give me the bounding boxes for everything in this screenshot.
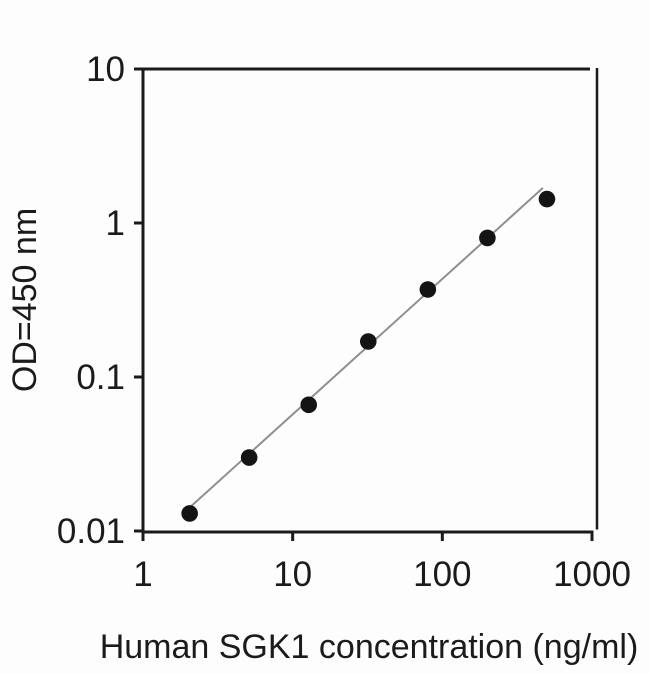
- data-point: [240, 449, 258, 466]
- y-tick-label: 10: [86, 50, 125, 89]
- data-point: [359, 333, 377, 350]
- data-point: [538, 190, 556, 208]
- data-point: [479, 229, 496, 247]
- axis-tick-labels: 1 10 100 1000 10 1 0.1 0.01: [57, 50, 631, 594]
- x-tick-label: 100: [413, 555, 471, 594]
- y-tick-label: 1: [106, 204, 125, 243]
- data-point: [419, 281, 437, 298]
- data-series: [181, 187, 556, 522]
- plot-frame: [141, 67, 599, 534]
- y-tick-label: 0.1: [76, 358, 125, 397]
- data-point: [300, 396, 318, 414]
- x-tick-label: 1: [133, 555, 152, 594]
- y-tick-label: 0.01: [57, 512, 125, 551]
- x-axis-label: Human SGK1 concentration (ng/ml): [100, 628, 639, 666]
- y-axis-label: OD=450 nm: [6, 208, 44, 392]
- data-point: [181, 505, 198, 522]
- x-tick-label: 1000: [553, 555, 631, 594]
- axis-ticks: [134, 67, 594, 541]
- x-tick-label: 10: [273, 555, 312, 594]
